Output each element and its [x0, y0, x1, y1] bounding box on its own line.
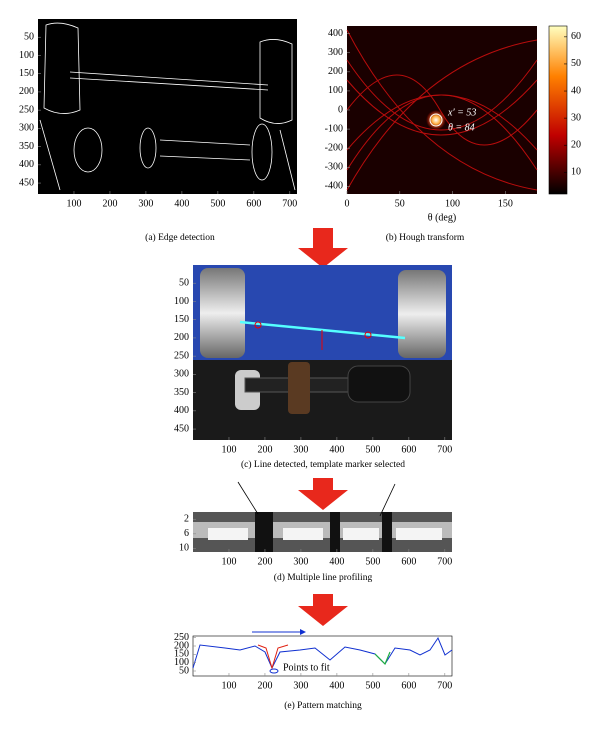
y-tick-label: 400: [19, 159, 34, 170]
x-tick-label: 200: [257, 444, 272, 455]
y-tick-label: 10: [179, 543, 189, 554]
y-tick-label: 6: [184, 528, 189, 539]
y-tick-label: -300: [325, 162, 343, 173]
y-tick-label: -200: [325, 142, 343, 153]
photo-image: [193, 265, 452, 440]
x-tick-label: 700: [437, 556, 452, 567]
y-tick-label: 250: [174, 350, 189, 361]
caption: (c) Line detected, template marker selec…: [241, 459, 405, 470]
x-tick-label: 600: [401, 444, 416, 455]
y-tick-label: 50: [179, 278, 189, 289]
y-tick-label: 300: [174, 369, 189, 380]
x-tick-label: 100: [445, 198, 460, 209]
colorbar-tick-label: 30: [571, 112, 581, 123]
x-tick-label: 600: [401, 556, 416, 567]
y-tick-label: 50: [24, 32, 34, 43]
profile-image: [193, 481, 452, 552]
caption: (d) Multiple line profiling: [274, 572, 373, 583]
x-tick-label: 500: [365, 444, 380, 455]
y-tick-label: -400: [325, 181, 343, 192]
x-tick-label: 200: [257, 680, 272, 691]
x-tick-label: 100: [66, 198, 81, 209]
x-tick-label: 700: [282, 198, 297, 209]
y-tick-label: 400: [174, 405, 189, 416]
x-tick-label: 700: [437, 680, 452, 691]
x-tick-label: 100: [221, 680, 236, 691]
y-tick-label: 0: [338, 104, 343, 115]
caption: (b) Hough transform: [386, 232, 465, 243]
x-tick-label: 100: [221, 444, 236, 455]
y-tick-label: 200: [19, 86, 34, 97]
y-tick-label: 100: [328, 85, 343, 96]
y-tick-label: 100: [174, 657, 189, 668]
y-tick-label: 150: [174, 314, 189, 325]
flow-arrows: [298, 228, 348, 626]
y-tick-label: 150: [19, 68, 34, 79]
x-tick-label: 400: [174, 198, 189, 209]
annotation: θ = 84: [448, 122, 475, 133]
x-tick-label: 300: [293, 444, 308, 455]
x-tick-label: 500: [210, 198, 225, 209]
y-tick-label: 200: [328, 66, 343, 77]
y-tick-label: 350: [19, 141, 34, 152]
y-tick-label: 150: [174, 649, 189, 660]
caption: (e) Pattern matching: [284, 700, 362, 711]
x-tick-label: 700: [437, 444, 452, 455]
x-tick-label: 600: [246, 198, 261, 209]
edge-image: [38, 19, 297, 194]
y-tick-label: 50: [179, 665, 189, 676]
y-tick-label: 200: [174, 640, 189, 651]
y-tick-label: 400: [328, 28, 343, 39]
colorbar-tick-label: 50: [571, 58, 581, 69]
y-tick-label: 450: [174, 423, 189, 434]
y-tick-label: 100: [19, 50, 34, 61]
colorbar-tick-label: 20: [571, 140, 581, 151]
x-axis-label: θ (deg): [428, 212, 456, 223]
x-tick-label: 200: [102, 198, 117, 209]
y-tick-label: 250: [19, 104, 34, 115]
x-tick-label: 150: [498, 198, 513, 209]
y-tick-label: 350: [174, 387, 189, 398]
y-tick-label: 450: [19, 177, 34, 188]
x-tick-label: 0: [345, 198, 350, 209]
x-tick-label: 100: [221, 556, 236, 567]
y-tick-label: 2: [184, 514, 189, 525]
x-tick-label: 300: [293, 680, 308, 691]
hough-image: [346, 26, 538, 194]
x-tick-label: 500: [365, 680, 380, 691]
caption: (a) Edge detection: [145, 232, 215, 243]
x-tick-label: 600: [401, 680, 416, 691]
colorbar-tick-label: 40: [571, 85, 581, 96]
x-tick-label: 400: [329, 444, 344, 455]
y-tick-label: 250: [174, 632, 189, 643]
colorbar-tick-label: 10: [571, 167, 581, 178]
x-tick-label: 400: [329, 680, 344, 691]
colorbar: [548, 25, 568, 195]
x-tick-label: 400: [329, 556, 344, 567]
annotation: Points to fit: [283, 662, 330, 673]
x-tick-label: 50: [395, 198, 405, 209]
y-tick-label: 100: [174, 296, 189, 307]
y-tick-label: 300: [328, 47, 343, 58]
y-tick-label: -100: [325, 123, 343, 134]
annotation: x′ = 53: [447, 107, 476, 118]
y-tick-label: 300: [19, 123, 34, 134]
x-tick-label: 300: [293, 556, 308, 567]
x-tick-label: 300: [138, 198, 153, 209]
x-tick-label: 500: [365, 556, 380, 567]
x-tick-label: 200: [257, 556, 272, 567]
match-plot: [192, 629, 453, 677]
y-tick-label: 200: [174, 332, 189, 343]
colorbar-tick-label: 60: [571, 31, 581, 42]
